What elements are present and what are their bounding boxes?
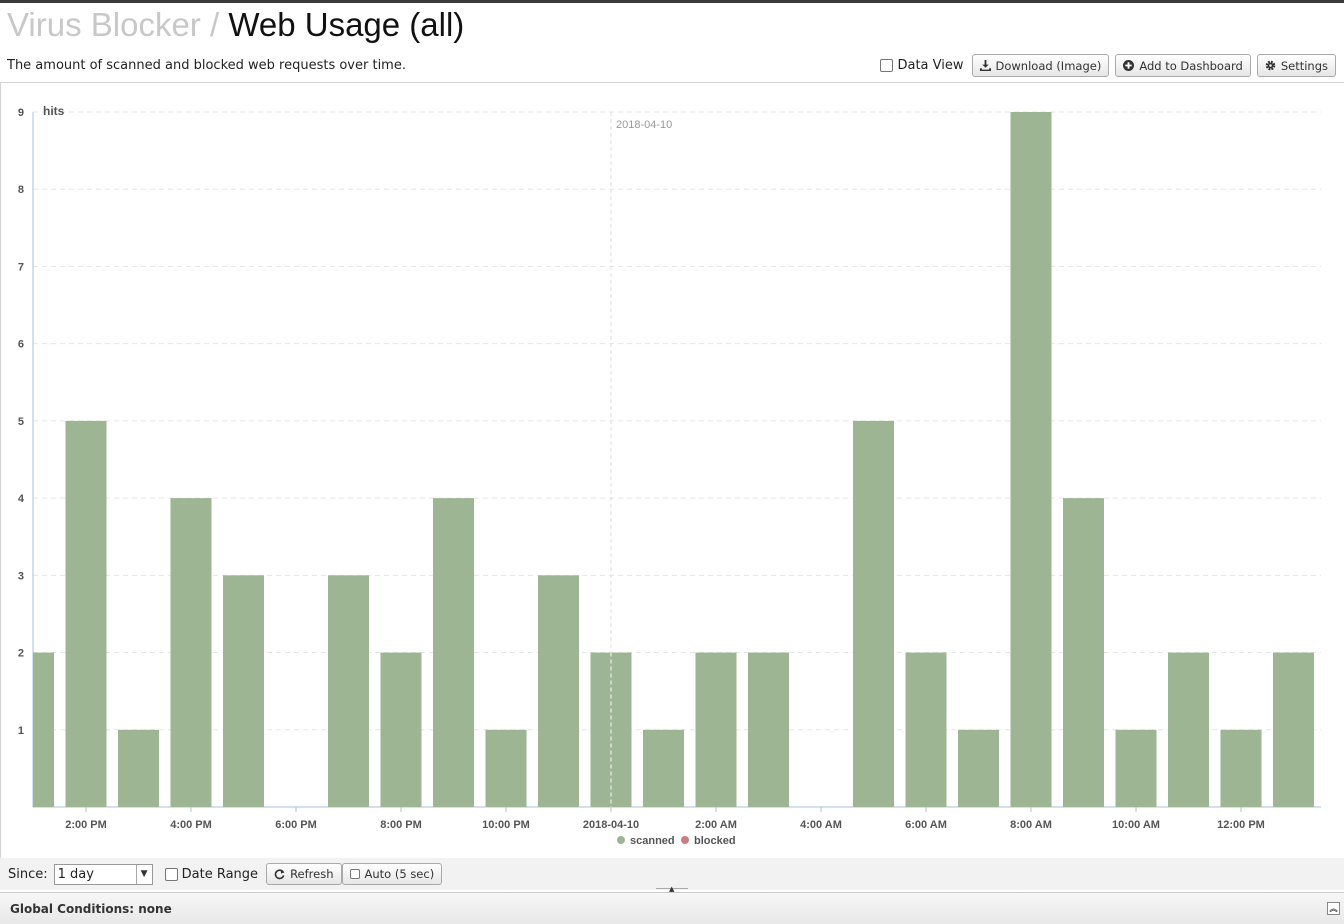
- bar-scanned: [748, 652, 789, 807]
- y-tick-label: 6: [18, 339, 24, 351]
- auto-refresh-label: Auto (5 sec): [364, 867, 435, 881]
- x-tick-label: 2018-04-10: [583, 819, 639, 831]
- breadcrumb-app[interactable]: Virus Blocker: [7, 6, 201, 43]
- bar-scanned: [958, 729, 999, 807]
- x-tick-label: 2:00 PM: [65, 819, 107, 831]
- bar-scanned: [328, 575, 369, 807]
- x-tick-label: 6:00 AM: [905, 819, 947, 831]
- report-title: Web Usage (all): [228, 6, 465, 43]
- gear-icon: [1265, 60, 1276, 71]
- add-to-dashboard-button[interactable]: Add to Dashboard: [1115, 54, 1251, 77]
- date-range-toggle[interactable]: Date Range: [164, 866, 259, 882]
- x-tick-label: 10:00 PM: [482, 819, 530, 831]
- date-range-label: Date Range: [181, 866, 259, 882]
- y-tick-label: 7: [18, 261, 24, 273]
- y-tick-label: 9: [18, 107, 24, 119]
- data-view-label: Data View: [897, 58, 964, 73]
- x-tick-label: 8:00 AM: [1010, 819, 1052, 831]
- auto-refresh-button[interactable]: Auto (5 sec): [341, 863, 443, 885]
- download-icon: [979, 60, 991, 71]
- breadcrumb-separator: /: [209, 6, 220, 43]
- bar-scanned: [1168, 652, 1209, 807]
- report-description: The amount of scanned and blocked web re…: [7, 58, 406, 73]
- report-controls: Since: 1 day ▼ Date Range Refresh Auto (…: [0, 858, 1344, 890]
- legend-label-scanned: scanned: [630, 835, 675, 847]
- data-view-checkbox[interactable]: [880, 59, 894, 72]
- settings-button[interactable]: Settings: [1256, 54, 1336, 77]
- dashboard-label: Add to Dashboard: [1139, 58, 1243, 73]
- x-tick-label: 8:00 PM: [380, 819, 422, 831]
- y-tick-label: 1: [18, 725, 24, 737]
- bar-scanned: [905, 652, 947, 807]
- x-tick-label: 4:00 AM: [800, 819, 842, 831]
- global-conditions-bar[interactable]: Global Conditions: none ︽: [0, 892, 1344, 924]
- resize-handle[interactable]: ▲: [656, 885, 688, 894]
- y-axis-label: hits: [43, 104, 65, 118]
- date-range-checkbox[interactable]: [164, 867, 178, 881]
- bar-scanned: [33, 652, 54, 807]
- since-label: Since:: [8, 866, 48, 882]
- legend-marker-scanned: [617, 836, 625, 844]
- bar-scanned: [643, 729, 684, 807]
- x-tick-label: 2:00 AM: [695, 819, 737, 831]
- bar-scanned: [380, 652, 422, 807]
- bar-scanned: [1220, 729, 1262, 807]
- global-conditions-text: Global Conditions: none: [10, 901, 172, 916]
- refresh-button[interactable]: Refresh: [266, 863, 342, 885]
- top-border: [0, 0, 1344, 3]
- bar-scanned: [1115, 729, 1157, 807]
- chevron-down-icon[interactable]: ▼: [135, 864, 152, 884]
- bar-scanned: [433, 498, 474, 807]
- bar-scanned: [695, 652, 737, 807]
- bar-scanned: [170, 498, 212, 807]
- plus-circle-icon: [1123, 60, 1135, 71]
- bar-scanned: [485, 729, 527, 807]
- x-tick-label: 4:00 PM: [170, 819, 212, 831]
- bar-scanned: [1063, 498, 1104, 807]
- auto-refresh-checkbox-icon: [349, 869, 360, 879]
- since-select[interactable]: 1 day ▼: [53, 863, 153, 885]
- bar-scanned: [65, 420, 107, 807]
- bar-scanned: [1010, 112, 1052, 807]
- chart-panel: 1 2 3 4 5 6 7 8 9 hits 2018-04-10 2:00 PM 4:00 PM 6:0…: [0, 82, 1344, 858]
- x-tick-label: 6:00 PM: [275, 819, 317, 831]
- y-tick-label: 4: [18, 493, 25, 505]
- y-tick-label: 5: [18, 416, 24, 428]
- refresh-label: Refresh: [290, 867, 334, 881]
- x-tick-label: 12:00 PM: [1217, 819, 1265, 831]
- y-tick-label: 8: [18, 184, 24, 196]
- since-value: 1 day: [57, 866, 94, 882]
- settings-label: Settings: [1280, 58, 1328, 73]
- bar-scanned: [1273, 652, 1314, 807]
- web-usage-chart: 1 2 3 4 5 6 7 8 9 hits 2018-04-10 2:00 PM 4:00 PM 6:0…: [18, 104, 1321, 847]
- y-tick-label: 2: [18, 648, 24, 660]
- page-title: Virus Blocker / Web Usage (all): [7, 6, 464, 44]
- data-view-toggle[interactable]: Data View: [880, 58, 964, 73]
- y-tick-label: 3: [18, 570, 24, 582]
- report-toolbar: Data View Download (Image) Add to Dashbo…: [880, 54, 1336, 77]
- date-marker-label: 2018-04-10: [616, 119, 672, 131]
- x-tick-label: 10:00 AM: [1112, 819, 1160, 831]
- caret-up-icon: ▲: [669, 885, 675, 893]
- download-label: Download (Image): [995, 58, 1102, 73]
- bar-scanned: [118, 729, 159, 807]
- legend-label-blocked: blocked: [694, 835, 736, 847]
- bar-scanned: [853, 420, 894, 807]
- legend-marker-blocked: [681, 836, 689, 844]
- bar-scanned: [538, 575, 579, 807]
- refresh-icon: [274, 868, 285, 879]
- expand-icon[interactable]: ︽: [1327, 902, 1340, 915]
- bar-scanned: [223, 575, 264, 807]
- download-image-button[interactable]: Download (Image): [971, 54, 1110, 77]
